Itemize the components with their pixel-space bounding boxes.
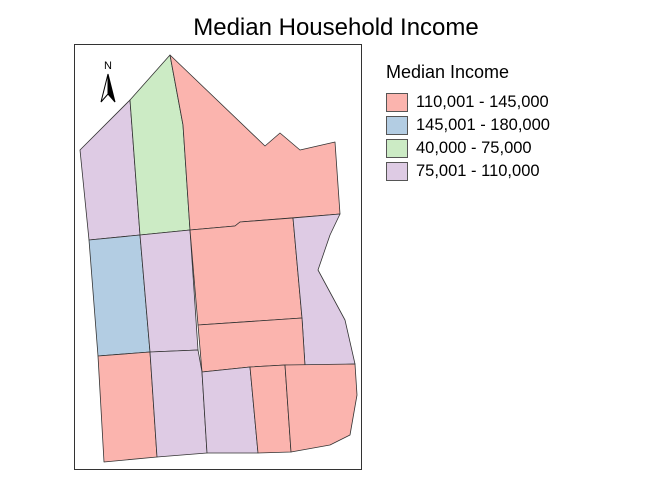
tract-bottom-center[interactable] bbox=[201, 366, 259, 454]
tract-bottom-right[interactable] bbox=[284, 363, 358, 453]
legend-swatch bbox=[386, 139, 408, 158]
legend-item: 75,001 - 110,000 bbox=[386, 160, 550, 183]
tract-strip[interactable] bbox=[197, 317, 306, 373]
legend-item: 110,001 - 145,000 bbox=[386, 91, 550, 114]
legend-swatch bbox=[386, 93, 408, 112]
tract-blue[interactable] bbox=[88, 234, 151, 357]
tract-bottom-left[interactable] bbox=[97, 351, 158, 463]
legend: Median Income 110,001 - 145,000 145,001 … bbox=[386, 62, 550, 183]
map-frame bbox=[74, 44, 362, 470]
legend-item: 40,000 - 75,000 bbox=[386, 137, 550, 160]
legend-label: 110,001 - 145,000 bbox=[416, 93, 549, 111]
north-arrow-icon bbox=[100, 73, 116, 103]
legend-label: 75,001 - 110,000 bbox=[416, 162, 540, 180]
tract-top-left[interactable] bbox=[79, 99, 141, 241]
legend-label: 145,001 - 180,000 bbox=[416, 116, 550, 134]
legend-label: 40,000 - 75,000 bbox=[416, 139, 532, 157]
legend-title: Median Income bbox=[386, 62, 510, 82]
map-title: Median Household Income bbox=[193, 14, 479, 41]
legend-swatch bbox=[386, 116, 408, 135]
tract-middle[interactable] bbox=[189, 217, 303, 326]
legend-item: 145,001 - 180,000 bbox=[386, 114, 550, 137]
tract-north-large[interactable] bbox=[169, 54, 341, 231]
tract-bottom-center-left[interactable] bbox=[149, 349, 208, 458]
legend-swatch bbox=[386, 162, 408, 181]
tract-middle-left[interactable] bbox=[139, 229, 199, 353]
north-arrow-label: N bbox=[104, 60, 112, 72]
